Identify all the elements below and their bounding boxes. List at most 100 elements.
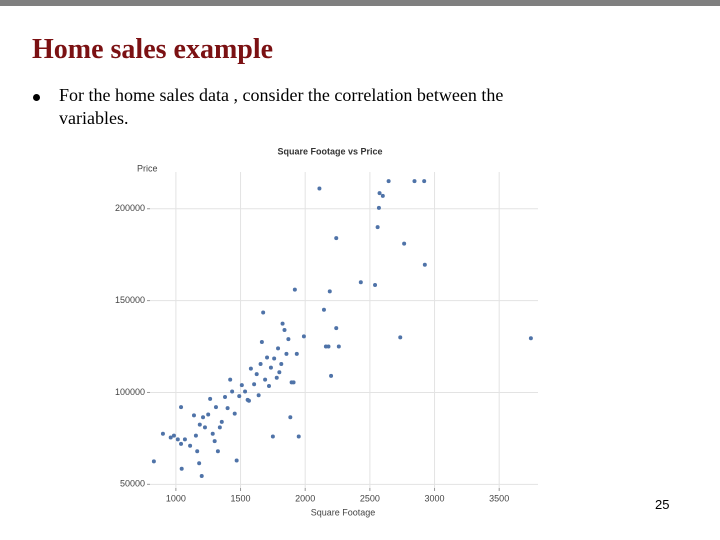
point xyxy=(376,205,381,210)
point xyxy=(171,433,176,438)
point xyxy=(206,412,211,417)
point xyxy=(398,335,403,340)
x-tick-label: 3500 xyxy=(489,493,509,503)
chart-title: Square Footage vs Price xyxy=(277,146,382,156)
point xyxy=(213,405,218,410)
point xyxy=(301,334,306,339)
x-tick-label: 1000 xyxy=(166,493,186,503)
point xyxy=(248,366,253,371)
point xyxy=(237,394,242,399)
x-axis-label: Square Footage xyxy=(311,507,376,517)
point xyxy=(380,193,385,198)
point xyxy=(291,380,296,385)
point xyxy=(272,356,277,361)
point xyxy=(217,425,222,430)
y-tick-label: 100000 xyxy=(115,387,145,397)
point xyxy=(228,377,233,382)
point xyxy=(279,361,284,366)
page-number: 25 xyxy=(655,497,670,512)
point xyxy=(197,461,202,466)
point xyxy=(197,422,202,427)
point xyxy=(334,236,339,241)
point xyxy=(321,307,326,312)
point xyxy=(210,431,215,436)
point xyxy=(265,355,270,360)
point xyxy=(246,398,251,403)
x-tick-label: 2500 xyxy=(360,493,380,503)
point xyxy=(266,384,271,389)
point xyxy=(256,393,261,398)
x-tick-label: 2000 xyxy=(295,493,315,503)
point xyxy=(326,344,331,349)
point xyxy=(168,435,173,440)
point xyxy=(317,186,322,191)
point xyxy=(232,411,237,416)
x-tick-label: 1500 xyxy=(231,493,251,503)
bullet-text: For the home sales data , consider the c… xyxy=(59,85,504,128)
point xyxy=(195,449,200,454)
point xyxy=(188,443,193,448)
point xyxy=(179,405,184,410)
point xyxy=(263,377,268,382)
point xyxy=(212,439,217,444)
point xyxy=(422,262,427,267)
point xyxy=(259,339,264,344)
point xyxy=(151,459,156,464)
point xyxy=(193,433,198,438)
point xyxy=(208,396,213,401)
point xyxy=(258,361,263,366)
point xyxy=(329,373,334,378)
top-bar xyxy=(0,0,720,6)
x-tick-label: 3000 xyxy=(425,493,445,503)
point xyxy=(292,287,297,292)
point xyxy=(252,382,257,387)
point xyxy=(276,346,281,351)
point xyxy=(179,466,184,471)
point xyxy=(284,351,289,356)
point xyxy=(223,395,228,400)
point xyxy=(402,241,407,246)
point xyxy=(412,179,417,184)
point xyxy=(375,225,380,230)
point xyxy=(528,336,533,341)
point xyxy=(334,326,339,331)
point xyxy=(243,389,248,394)
y-tick-label: 200000 xyxy=(115,203,145,213)
point xyxy=(377,191,382,196)
point xyxy=(254,372,259,377)
point xyxy=(230,389,235,394)
point xyxy=(270,434,275,439)
point xyxy=(282,328,287,332)
point xyxy=(202,425,207,430)
point xyxy=(277,370,282,375)
point xyxy=(386,179,391,184)
point xyxy=(201,415,206,420)
point xyxy=(191,413,196,418)
point xyxy=(268,365,273,370)
point xyxy=(160,431,165,436)
point xyxy=(336,344,341,349)
point xyxy=(182,437,187,442)
point xyxy=(373,282,378,287)
point xyxy=(215,449,220,454)
point xyxy=(280,321,285,326)
point xyxy=(234,458,239,463)
point xyxy=(274,375,279,380)
point xyxy=(286,337,291,342)
point xyxy=(294,351,299,356)
y-axis-label: Price xyxy=(137,163,158,173)
point xyxy=(288,415,293,420)
point xyxy=(261,310,266,315)
point xyxy=(296,434,301,439)
y-tick-label: 50000 xyxy=(120,479,145,489)
point xyxy=(327,289,332,294)
point xyxy=(225,406,230,411)
point xyxy=(179,441,184,446)
point xyxy=(199,474,204,479)
point xyxy=(219,419,224,424)
point xyxy=(175,437,180,442)
y-tick-label: 150000 xyxy=(115,295,145,305)
bullet-dot xyxy=(33,94,40,101)
